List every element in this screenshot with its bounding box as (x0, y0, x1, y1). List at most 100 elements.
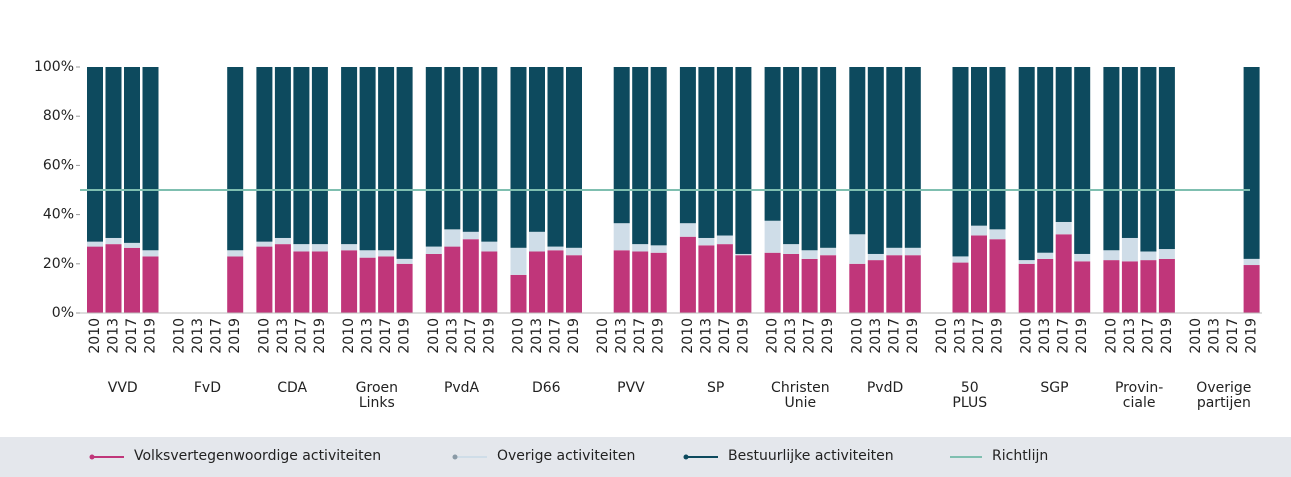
bar-segment (1018, 263, 1035, 313)
x-tick-label: 2013 (698, 318, 714, 354)
bar-segment (698, 245, 715, 313)
y-tick-label: 80% (43, 108, 74, 124)
x-tick-label: 2010 (426, 318, 442, 354)
bar-segment (886, 247, 903, 256)
bar-segment (613, 67, 630, 224)
bar-segment (529, 251, 545, 313)
bar-segment (1074, 253, 1091, 262)
bar-segment (462, 239, 479, 313)
bar-segment (716, 244, 733, 313)
x-tick-label: 2017 (971, 318, 987, 354)
bar-segment (1140, 260, 1157, 313)
x-tick-label: 2019 (735, 318, 751, 354)
x-tick-label: 2010 (511, 318, 527, 354)
bar-segment (849, 263, 866, 313)
bar-segment (820, 247, 837, 256)
bar-segment (679, 67, 696, 224)
bar-segment (396, 258, 413, 264)
bar-segment (510, 67, 527, 248)
x-tick-label: 2017 (886, 318, 902, 354)
x-tick-label: 2017 (632, 318, 648, 354)
bar-segment (256, 246, 273, 313)
legend-dot (452, 454, 458, 460)
bar-segment (87, 67, 103, 242)
bar-segment (886, 255, 903, 313)
x-tick-label: 2010 (341, 318, 357, 354)
x-tick-label: 2010 (87, 318, 103, 354)
bar-segment (142, 256, 159, 313)
group-label: VVD (107, 380, 138, 396)
bar-segment (735, 67, 752, 254)
bar-segment (293, 251, 310, 313)
bar-segment (679, 223, 696, 237)
legend: Volksvertegenwoordige activiteiten Overig… (0, 437, 1291, 477)
bar-segment (971, 225, 987, 236)
bar-segment (359, 257, 376, 313)
x-tick-label: 2019 (1074, 318, 1090, 354)
group-label: 50 PLUS (952, 380, 988, 411)
bar-segment (1140, 251, 1157, 261)
bar-segment (650, 67, 667, 246)
bar-segment (510, 247, 527, 275)
x-tick-label: 2010 (680, 318, 696, 354)
bar-segment (462, 67, 479, 232)
legend-markers (89, 454, 982, 460)
x-tick-label: 2010 (934, 318, 950, 354)
bar-segment (1103, 260, 1120, 313)
bar-segment (87, 246, 103, 313)
x-tick-label: 2010 (1019, 318, 1035, 354)
x-tick-label: 2019 (1244, 318, 1260, 354)
bar-segment (867, 260, 884, 313)
bar-segment (952, 67, 969, 257)
bar-segment (698, 237, 715, 246)
legend-label: Richtlijn (992, 448, 1049, 464)
bar-segment (529, 67, 545, 232)
bar-segment (1243, 265, 1260, 313)
bar-segment (444, 229, 461, 247)
bar-segment (124, 67, 140, 243)
bar-segment (735, 255, 752, 313)
bar-segment (952, 262, 969, 313)
bar-segment (650, 252, 667, 313)
bar-segment (764, 252, 781, 313)
bar-segment (396, 67, 413, 259)
bar-segment (274, 237, 291, 245)
bar-segment (425, 253, 442, 313)
bar-segment (1140, 67, 1157, 252)
bar-segment (1121, 67, 1138, 238)
bar-segment (87, 241, 103, 247)
bar-segment (481, 251, 498, 313)
group-label: PVV (617, 380, 645, 396)
bar-segment (867, 67, 884, 254)
bar-segment (274, 244, 291, 313)
bar-segment (989, 229, 1006, 240)
bar-segment (425, 67, 442, 247)
legend-label: Volksvertegenwoordige activiteiten (134, 448, 382, 464)
bar-segment (801, 67, 818, 251)
bar-segment (1074, 67, 1091, 254)
x-tick-label: 2017 (717, 318, 733, 354)
bar-segment (341, 244, 358, 251)
bar-segment (820, 67, 837, 248)
bar-segment (632, 67, 649, 245)
bar-segment (1055, 221, 1072, 235)
bar-segment (783, 253, 800, 313)
bar-segment (1103, 250, 1120, 261)
group-label: SP (706, 380, 725, 396)
bar-segment (359, 250, 376, 258)
bar-segment (1121, 237, 1138, 262)
x-tick-label: 2010 (172, 318, 188, 354)
bar-segment (124, 242, 140, 248)
x-tick-label: 2013 (106, 318, 122, 354)
x-tick-label: 2013 (444, 318, 460, 354)
group-label: FvD (193, 380, 221, 396)
group-label: CDA (277, 380, 308, 396)
x-tick-label: 2019 (397, 318, 413, 354)
group-label: PvdD (866, 380, 904, 396)
bar-segment (529, 231, 545, 252)
x-tick-label: 2013 (1037, 318, 1053, 354)
bar-segment (783, 244, 800, 254)
bar-segment (547, 250, 564, 313)
group-label: PvdA (443, 380, 480, 396)
bar-segment (783, 67, 800, 245)
